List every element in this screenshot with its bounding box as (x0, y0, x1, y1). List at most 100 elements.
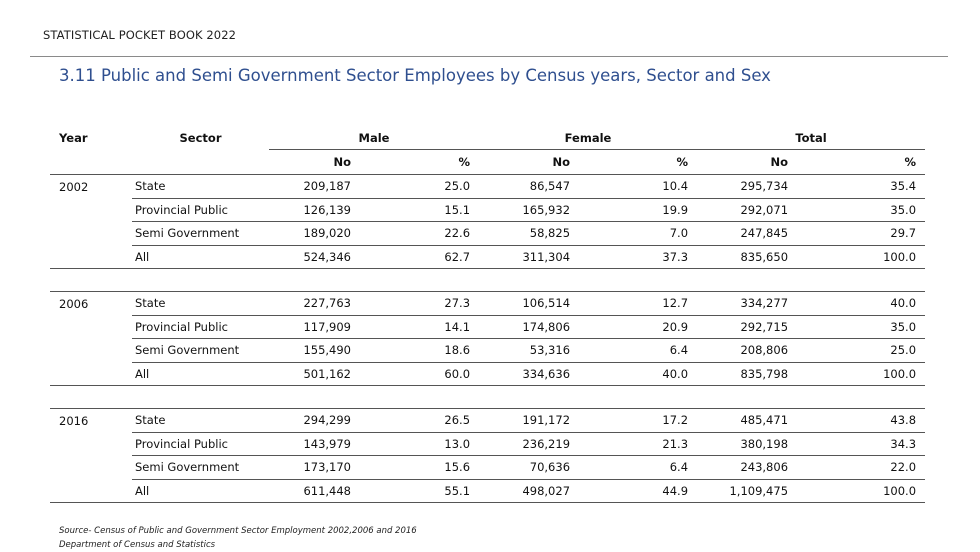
female-pct-cell: 10.4 (588, 174, 698, 198)
male-pct-cell: 15.6 (369, 455, 480, 479)
total-pct-cell: 100.0 (806, 361, 926, 386)
female-no-cell: 86,547 (479, 174, 589, 198)
female-pct-cell: 20.9 (588, 314, 698, 339)
table-row: Semi Government 189,020 22.6 58,825 7.0 247,8… (50, 221, 926, 246)
year-cell (50, 198, 132, 222)
total-no-cell: 243,806 (697, 455, 807, 479)
table-row: Semi Government 173,170 15.6 70,636 6.4 243,8… (50, 455, 926, 479)
source-note: Source- Census of Public and Government … (59, 524, 417, 552)
male-no-cell: 173,170 (269, 455, 369, 479)
table-row: All 501,162 60.0 334,636 40.0 835,798 100.0 (50, 361, 926, 386)
female-pct-cell: 21.3 (588, 431, 698, 456)
male-no-cell: 294,299 (269, 408, 369, 432)
female-no-cell: 106,514 (479, 291, 589, 315)
year-cell (50, 479, 132, 503)
male-pct-cell: 13.0 (369, 431, 480, 456)
female-pct-cell: 44.9 (588, 478, 698, 503)
total-no-cell: 1,109,475 (697, 478, 807, 503)
total-pct-cell: 40.0 (806, 291, 926, 315)
male-pct-cell: 62.7 (369, 244, 480, 269)
female-no-cell: 236,219 (479, 431, 589, 456)
table-title: 3.11 Public and Semi Government Sector E… (59, 66, 771, 85)
sector-cell: All (132, 478, 269, 503)
female-no-cell: 498,027 (479, 478, 589, 503)
female-pct-cell: 12.7 (588, 291, 698, 315)
table-row: 2006 State 227,763 27.3 106,514 12.7 334,277 40… (50, 291, 926, 315)
female-pct-cell: 19.9 (588, 197, 698, 222)
male-no-cell: 524,346 (269, 244, 369, 269)
total-pct-cell: 35.0 (806, 314, 926, 339)
table-row: Provincial Public 117,909 14.1 174,806 20.9 2… (50, 314, 926, 339)
total-no-cell: 485,471 (697, 408, 807, 432)
male-no-cell: 501,162 (269, 361, 369, 386)
total-no-cell: 292,071 (697, 197, 807, 222)
male-no-cell: 117,909 (269, 314, 369, 339)
col-header-year: Year (59, 131, 88, 146)
year-cell (50, 432, 132, 456)
sub-header-male-no: No (333, 155, 351, 169)
year-cell (50, 222, 132, 246)
col-header-sector: Sector (179, 131, 222, 146)
sector-cell: Provincial Public (132, 197, 269, 222)
female-no-cell: 58,825 (479, 221, 589, 245)
year-cell: 2016 (50, 408, 132, 432)
male-pct-cell: 26.5 (369, 408, 480, 432)
total-pct-cell: 35.4 (806, 174, 926, 198)
male-no-cell: 126,139 (269, 197, 369, 222)
male-pct-cell: 22.6 (369, 221, 480, 245)
year-cell: 2002 (50, 174, 132, 198)
total-pct-cell: 25.0 (806, 338, 926, 362)
total-no-cell: 835,798 (697, 361, 807, 386)
female-pct-cell: 17.2 (588, 408, 698, 432)
sub-header-total-no: No (770, 155, 789, 169)
male-pct-cell: 27.3 (369, 291, 480, 315)
year-cell (50, 315, 132, 339)
col-header-male: Male (269, 127, 480, 150)
year-cell (50, 245, 132, 269)
total-pct-cell: 100.0 (806, 244, 926, 269)
female-no-cell: 311,304 (479, 244, 589, 269)
total-pct-cell: 22.0 (806, 455, 926, 479)
male-pct-cell: 18.6 (369, 338, 480, 362)
sub-header-female-no: No (552, 155, 571, 169)
header-divider (30, 56, 948, 57)
book-title: STATISTICAL POCKET BOOK 2022 (43, 28, 237, 42)
male-no-cell: 189,020 (269, 221, 369, 245)
male-no-cell: 611,448 (269, 478, 369, 503)
male-pct-cell: 15.1 (369, 197, 480, 222)
table-row: Provincial Public 143,979 13.0 236,219 21.3 3… (50, 431, 926, 456)
sector-cell: Semi Government (132, 455, 269, 479)
female-pct-cell: 40.0 (588, 361, 698, 386)
female-no-cell: 174,806 (479, 314, 589, 339)
female-pct-cell: 37.3 (588, 244, 698, 269)
female-no-cell: 334,636 (479, 361, 589, 386)
sector-cell: State (132, 174, 269, 198)
total-pct-cell: 29.7 (806, 221, 926, 245)
male-no-cell: 155,490 (269, 338, 369, 362)
total-pct-cell: 34.3 (806, 431, 926, 456)
sector-cell: Provincial Public (132, 431, 269, 456)
male-pct-cell: 14.1 (369, 314, 480, 339)
total-no-cell: 295,734 (697, 174, 807, 198)
female-pct-cell: 7.0 (588, 221, 698, 245)
female-no-cell: 191,172 (479, 408, 589, 432)
sector-cell: State (132, 291, 269, 315)
col-header-total: Total (697, 127, 926, 150)
male-pct-cell: 25.0 (369, 174, 480, 198)
table-row: 2002 State 209,187 25.0 86,547 10.4 295,734 35.… (50, 174, 926, 198)
female-pct-cell: 6.4 (588, 455, 698, 479)
male-no-cell: 209,187 (269, 174, 369, 198)
sector-cell: Semi Government (132, 221, 269, 245)
total-pct-cell: 43.8 (806, 408, 926, 432)
block-spacer (50, 386, 925, 409)
female-no-cell: 70,636 (479, 455, 589, 479)
table-row: 2016 State 294,299 26.5 191,172 17.2 485,471 43… (50, 408, 926, 432)
source-line: Source- Census of Public and Government … (59, 526, 417, 536)
data-table-container: Year Sector Male Female Total No % No % … (50, 127, 926, 503)
table-row: All 611,448 55.1 498,027 44.9 1,109,475 100.0 (50, 478, 926, 503)
total-no-cell: 247,845 (697, 221, 807, 245)
male-pct-cell: 60.0 (369, 361, 480, 386)
sector-cell: All (132, 361, 269, 386)
female-no-cell: 53,316 (479, 338, 589, 362)
male-pct-cell: 55.1 (369, 478, 480, 503)
